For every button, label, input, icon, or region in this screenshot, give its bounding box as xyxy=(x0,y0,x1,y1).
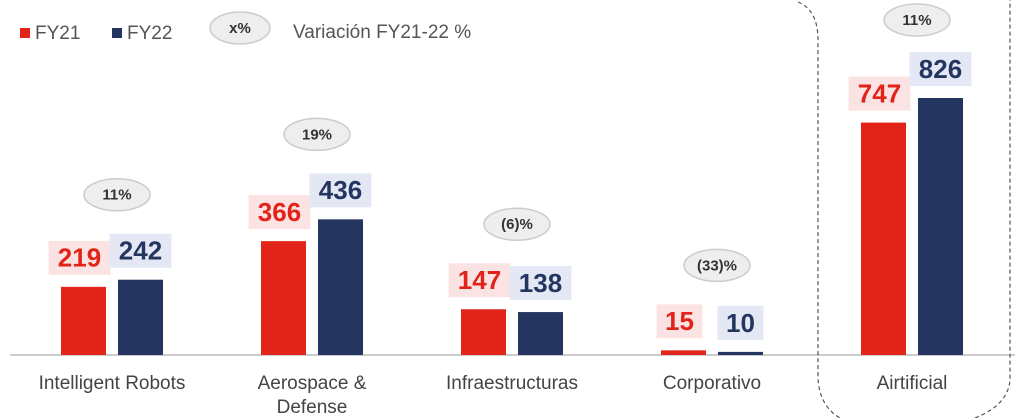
bar xyxy=(718,351,763,355)
legend-label: FY22 xyxy=(127,23,172,44)
category-label: Aerospace & Defense xyxy=(257,373,367,418)
variation-bubble xyxy=(283,117,351,152)
category-label: Infraestructuras xyxy=(446,373,578,394)
bar xyxy=(861,122,906,356)
value-label: 138 xyxy=(519,268,562,298)
value-label-bg xyxy=(509,266,572,301)
bar xyxy=(118,279,163,355)
value-label: 242 xyxy=(119,236,162,266)
variation-label: 11% xyxy=(902,12,931,29)
bar xyxy=(461,309,506,355)
bar xyxy=(261,241,306,355)
value-label: 826 xyxy=(919,54,962,84)
variation-bubble xyxy=(483,207,551,242)
value-label-bg xyxy=(448,263,511,298)
legend-note-label: Variación FY21-22 % xyxy=(293,22,471,43)
value-label: 366 xyxy=(258,197,301,227)
value-label-bg xyxy=(248,195,311,230)
value-label: 747 xyxy=(858,78,901,108)
value-label-bg xyxy=(109,233,172,268)
category-label: Intelligent Robots xyxy=(38,373,186,394)
value-label-bg xyxy=(717,305,764,340)
value-label: 147 xyxy=(458,265,501,295)
variation-bubble xyxy=(83,177,151,212)
bar xyxy=(518,312,563,355)
bar xyxy=(61,286,106,355)
value-label: 10 xyxy=(726,308,755,338)
legend-swatch xyxy=(20,28,30,38)
value-label-bg xyxy=(309,173,372,208)
category-label: Corporativo xyxy=(662,373,762,394)
variation-label: (33)% xyxy=(697,257,737,274)
legend-bubble-text: x% xyxy=(229,20,251,37)
legend-swatch xyxy=(112,28,122,38)
legend-label: FY21 xyxy=(35,23,80,44)
value-label: 436 xyxy=(319,175,362,205)
legend-bubble xyxy=(209,11,271,45)
variation-label: 11% xyxy=(102,187,131,204)
bar xyxy=(918,98,963,355)
variation-label: (6)% xyxy=(501,216,533,233)
variation-bubble xyxy=(683,248,751,283)
value-label-bg xyxy=(48,240,111,275)
value-label: 219 xyxy=(58,243,101,273)
variation-label: 19% xyxy=(302,126,332,143)
value-label-bg xyxy=(656,304,703,339)
value-label-bg xyxy=(848,76,911,111)
bar xyxy=(318,219,363,355)
bar xyxy=(661,350,706,355)
category-label: Airtificial xyxy=(876,373,948,394)
value-label: 15 xyxy=(665,306,694,336)
highlight-frame xyxy=(797,0,1011,418)
variation-bubble xyxy=(883,3,951,37)
value-label-bg xyxy=(909,52,972,86)
